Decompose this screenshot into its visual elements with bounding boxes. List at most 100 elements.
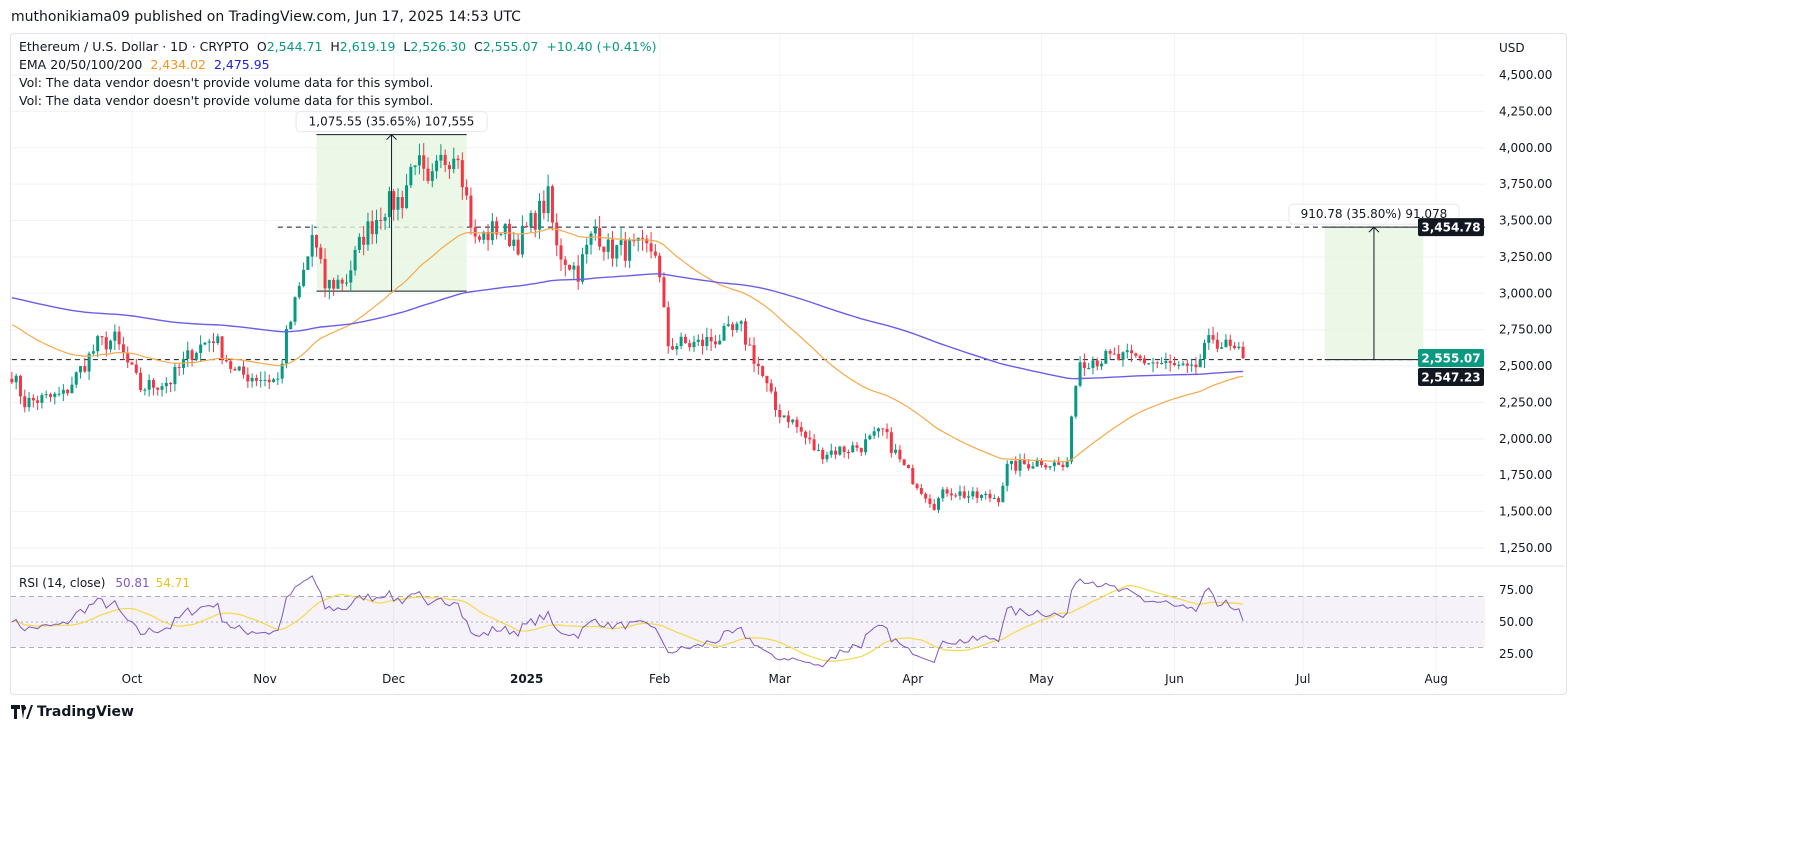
candle-body bbox=[580, 254, 584, 282]
price-range-measure[interactable]: 1,075.55 (35.65%) 107,555 bbox=[295, 111, 488, 292]
x-tick-label: Nov bbox=[253, 672, 276, 686]
x-tick-label: Dec bbox=[382, 672, 405, 686]
low-value: 2,526.30 bbox=[410, 39, 467, 54]
candle bbox=[756, 356, 760, 375]
price-label: 2,547.23 bbox=[1421, 371, 1480, 385]
candle bbox=[696, 334, 700, 347]
candle bbox=[842, 445, 846, 458]
candle-body bbox=[1241, 346, 1245, 359]
candle-body bbox=[177, 367, 181, 369]
candle-body bbox=[1022, 459, 1026, 465]
candle bbox=[96, 334, 100, 358]
candle bbox=[465, 179, 469, 200]
y-tick-label: 4,500.00 bbox=[1499, 68, 1552, 82]
close-label: C bbox=[473, 39, 483, 54]
candle bbox=[606, 233, 610, 260]
ema200-value: 2,475.95 bbox=[213, 57, 270, 72]
candle bbox=[490, 212, 494, 245]
candle bbox=[79, 365, 83, 379]
tradingview-logo-icon bbox=[11, 705, 33, 719]
candle bbox=[435, 155, 439, 179]
candle-body bbox=[233, 368, 237, 371]
candle bbox=[546, 174, 550, 222]
candle-body bbox=[349, 270, 353, 283]
candle-body bbox=[1194, 364, 1198, 368]
candle bbox=[653, 244, 657, 259]
rsi-tick-label: 50.00 bbox=[1499, 615, 1533, 629]
candle-body bbox=[246, 374, 250, 382]
candle bbox=[739, 319, 743, 332]
candle bbox=[748, 337, 752, 346]
candle bbox=[392, 188, 396, 221]
price-label-badge bbox=[1418, 218, 1484, 237]
candle-body bbox=[387, 191, 391, 218]
candle bbox=[345, 274, 348, 287]
candle-body bbox=[649, 243, 653, 252]
candle-body bbox=[1134, 353, 1138, 356]
candle-body bbox=[31, 397, 35, 401]
vol-row-2[interactable]: Vol: The data vendor doesn't provide vol… bbox=[19, 93, 434, 108]
candle bbox=[765, 375, 769, 392]
candle bbox=[709, 328, 713, 351]
candle bbox=[683, 333, 687, 344]
candle-body bbox=[1061, 464, 1065, 467]
candle bbox=[44, 390, 48, 399]
candle bbox=[327, 279, 331, 300]
candle-body bbox=[816, 449, 820, 451]
candle-body bbox=[383, 217, 387, 221]
candle bbox=[649, 231, 653, 259]
candle-body bbox=[66, 389, 70, 394]
candle-body bbox=[1095, 360, 1099, 367]
candle-body bbox=[1224, 339, 1228, 348]
candle bbox=[477, 234, 481, 243]
candle bbox=[396, 188, 400, 221]
candle-body bbox=[859, 447, 863, 453]
candle bbox=[1168, 354, 1172, 372]
candle bbox=[855, 441, 859, 452]
candle-body bbox=[756, 363, 760, 367]
candle-body bbox=[602, 246, 606, 252]
candle bbox=[928, 494, 932, 508]
candle bbox=[825, 451, 829, 463]
candle bbox=[139, 367, 143, 393]
candle-body bbox=[593, 227, 597, 234]
ema-row[interactable]: EMA 20/50/100/200 2,434.02 2,475.95 bbox=[19, 56, 657, 74]
candle-body bbox=[653, 251, 657, 256]
rsi-tick-label: 75.00 bbox=[1499, 583, 1533, 597]
candle-body bbox=[954, 495, 958, 497]
y-tick-label: 1,250.00 bbox=[1499, 541, 1552, 555]
candle bbox=[782, 415, 786, 419]
candle bbox=[846, 449, 850, 459]
candle bbox=[151, 377, 155, 396]
candle-body bbox=[851, 445, 855, 453]
candle-body bbox=[327, 279, 331, 289]
candle bbox=[126, 346, 130, 368]
candle bbox=[872, 426, 876, 439]
candle-body bbox=[1039, 460, 1043, 466]
candle-body bbox=[229, 361, 233, 369]
candle-body bbox=[769, 383, 773, 392]
candle bbox=[70, 376, 74, 394]
candle-body bbox=[705, 336, 709, 346]
candle-body bbox=[259, 380, 263, 382]
candle bbox=[868, 434, 872, 440]
candle-body bbox=[1228, 339, 1232, 346]
candle-body bbox=[104, 337, 108, 350]
candle bbox=[203, 342, 207, 346]
candle bbox=[426, 157, 430, 184]
candle-body bbox=[808, 437, 812, 440]
candle bbox=[542, 190, 546, 220]
ema-50-line bbox=[11, 228, 1244, 463]
candle bbox=[1121, 351, 1125, 367]
candle-body bbox=[804, 431, 808, 438]
price-range-measure[interactable]: 910.78 (35.80%) 91,078 bbox=[1288, 203, 1460, 361]
candle bbox=[894, 443, 898, 455]
candle bbox=[851, 441, 855, 453]
candle-body bbox=[855, 445, 859, 448]
tradingview-logo[interactable]: TradingView bbox=[11, 704, 134, 720]
candle bbox=[409, 163, 413, 188]
candle-body bbox=[370, 221, 374, 235]
vol-row-1[interactable]: Vol: The data vendor doesn't provide vol… bbox=[19, 75, 434, 90]
symbol-name[interactable]: Ethereum / U.S. Dollar · 1D · CRYPTO bbox=[19, 39, 249, 54]
